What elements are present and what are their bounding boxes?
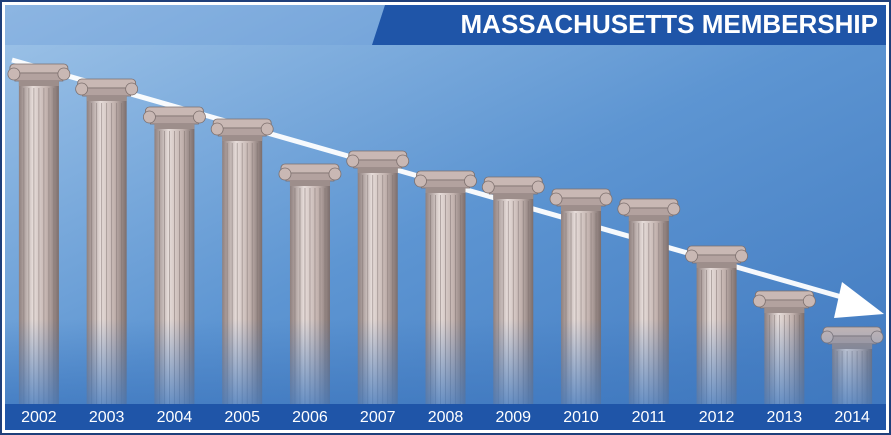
x-tick-label: 2008 (428, 409, 464, 426)
x-tick-label: 2010 (563, 409, 599, 426)
x-tick-label: 2013 (767, 409, 803, 426)
base-fade (5, 64, 886, 404)
x-tick-label: 2003 (89, 409, 125, 426)
page: {"chart_data": {"type": "column-bar", "t… (0, 0, 891, 435)
x-tick-label: 2009 (495, 409, 531, 426)
chart: MASSACHUSETTS MEMBERSHIP 2002 2003 2004 200… (0, 0, 891, 435)
x-tick-label: 2002 (21, 409, 57, 426)
x-tick-label: 2004 (157, 409, 193, 426)
x-tick-label: 2006 (292, 409, 328, 426)
columns (5, 64, 886, 404)
chart-title: MASSACHUSETTS MEMBERSHIP (461, 9, 878, 39)
x-tick-label: 2014 (834, 409, 870, 426)
x-tick-label: 2012 (699, 409, 735, 426)
x-tick-label: 2007 (360, 409, 396, 426)
x-tick-label: 2011 (632, 409, 667, 426)
x-tick-label: 2005 (224, 409, 260, 426)
